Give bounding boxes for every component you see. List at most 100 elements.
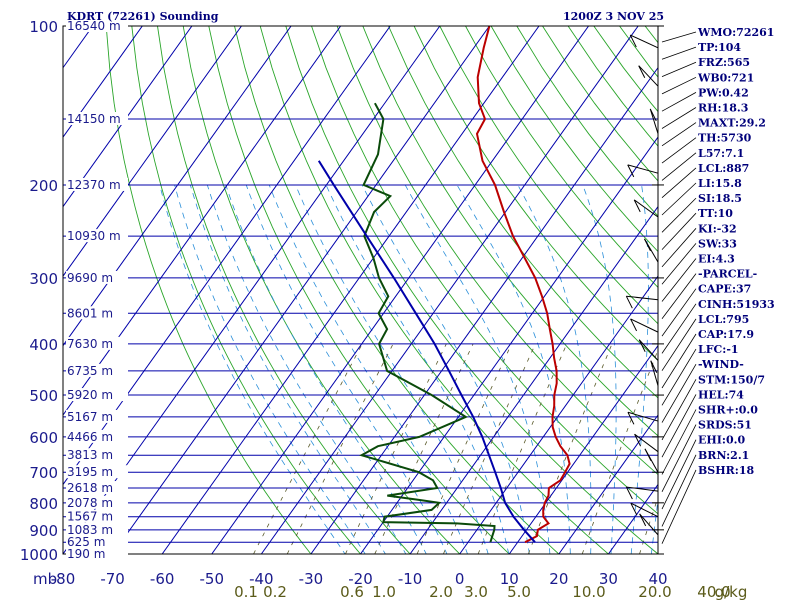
wind-barb-flag [633,199,641,213]
index-entry: CAP:17.9 [698,328,754,341]
wind-barb [627,164,659,174]
index-leader [661,122,697,147]
wind-barb-flag [638,339,646,352]
isotherm [112,26,490,554]
height-label-bg [66,481,128,495]
height-label: 190 m [67,547,105,561]
wind-barb [634,433,659,453]
index-entry: CAPE:37 [698,283,751,296]
wind-barb [630,34,659,49]
wind-barb-flag [625,295,633,309]
mixing-ratio-label: 5.0 [507,583,531,600]
wind-barb-flag [627,412,635,425]
height-label-bg [66,509,128,523]
temperature-tick-label: -60 [150,570,175,588]
isotherm [211,26,589,554]
pressure-unit-label: mb [33,570,57,588]
index-entry: MAXT:29.2 [698,117,766,130]
temperature-tick-label: -10 [398,570,423,588]
index-leader [661,318,697,371]
isotherm [63,26,292,347]
index-leader [661,439,697,510]
temperature-tick-label: -80 [51,570,76,588]
index-leader [661,333,697,389]
index-entry: SRDS:51 [698,419,752,432]
wind-barb [639,513,659,536]
height-label: 6735 m [67,364,113,378]
mixing-ratio-label: 0.2 [263,583,287,600]
height-label: 10930 m [67,229,121,243]
moist-adiabat [295,184,489,554]
height-label: 14150 m [67,112,121,126]
wind-barb [626,486,659,492]
wind-barb-flag [634,433,642,447]
pressure-tick-label: 600 [29,429,58,447]
isotherm [508,344,658,554]
wind-barb-flag [630,502,638,516]
height-label-bg [66,429,128,443]
wind-barb [630,318,659,333]
wind-barb-flag [644,448,652,462]
index-entry: LCL:887 [698,162,749,175]
wind-barb [638,339,659,361]
wind-barb [650,360,659,386]
moist-adiabat [245,184,448,554]
index-leader [661,228,697,268]
height-label: 8601 m [67,306,113,320]
height-label-bg [66,522,128,536]
moist-adiabat [225,184,427,554]
mixing-ratio-label: 0.6 [340,583,364,600]
index-entry: BSHR:18 [698,464,754,477]
isotherm [558,414,658,554]
temperature-tick-label: 10 [500,570,519,588]
height-label-bg [66,306,128,320]
height-label-bg [66,409,128,423]
index-leader [661,469,697,544]
profile-layer [317,26,571,544]
mixing-ratio-label: g/kg [715,583,748,600]
height-label: 5920 m [67,388,113,402]
index-panel: WMO:72261 TP:104 FRZ:565 WB0:721 PW:0.42 RH:1… [697,26,775,477]
height-label: 5167 m [67,410,113,424]
moist-adiabat [456,184,571,554]
temperature-tick-label: 0 [455,570,465,588]
height-label-bg [66,19,128,32]
index-leader [661,46,697,60]
index-entry: WB0:721 [697,71,754,84]
wind-barb [633,199,659,218]
height-label-bg [66,111,128,125]
moist-adiabat [189,184,386,554]
isotherm [63,26,193,208]
index-leader [661,76,697,95]
index-leader [661,107,697,129]
index-leader [661,273,697,320]
dewpoint-profile [359,102,496,543]
temperature-tick-label: -50 [200,570,225,588]
index-entry: STM:150/7 [698,373,765,386]
height-label: 7630 m [67,337,113,351]
moist-adiabat [517,184,592,554]
index-leader [661,167,697,199]
station-title: KDRT (72261) Sounding [67,10,219,23]
index-leader [661,258,697,302]
temperature-profile [475,26,571,544]
mixing-ratio-label: 20.0 [638,583,671,600]
height-label: 9690 m [67,271,113,285]
isotherm [409,205,658,554]
moist-adiabat [159,184,346,554]
index-entry: L57:7.1 [698,147,744,160]
index-entry: LFC:-1 [698,343,739,356]
index-leader [661,454,697,527]
height-label: 3195 m [67,465,113,479]
index-entry: TT:10 [698,207,733,220]
index-entry: EI:4.3 [698,253,735,266]
temperature-tick-label: 40 [648,570,667,588]
index-entry: TH:5730 [698,132,752,145]
isotherm [63,26,242,277]
height-label-bg [66,177,128,191]
wind-barb-flag [625,486,633,500]
index-leader [661,243,697,285]
mixing-ratio-label: 0.1 [234,583,258,600]
